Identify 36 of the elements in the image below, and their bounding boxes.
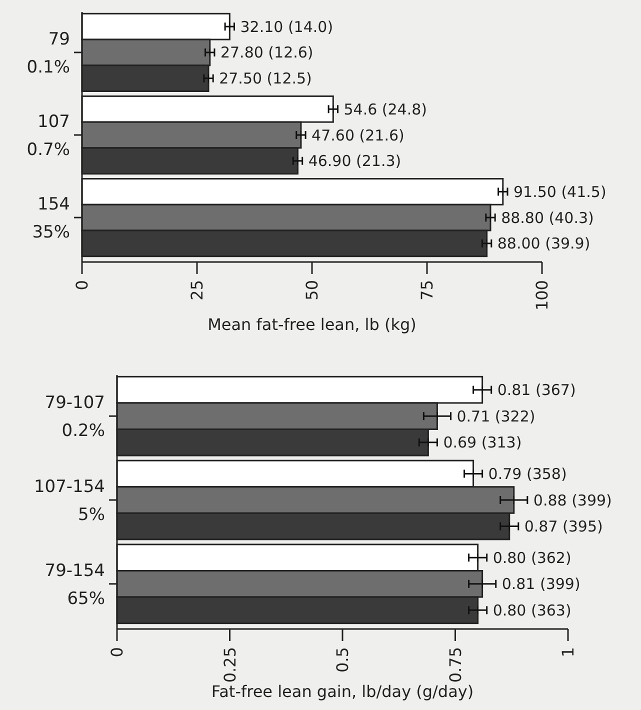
y-tick-label: 154 35% [32,194,70,243]
data-label: 47.60 (21.6) [312,126,404,144]
x-tick-label: 0 [108,647,127,658]
data-label: 54.6 (24.8) [344,100,428,118]
data-label: 88.80 (40.3) [501,208,594,227]
data-label: 27.50 (12.5) [219,70,312,88]
data-label: 46.90 (21.3) [308,152,402,170]
y-tick-label: 79-107 0.2% [44,393,105,442]
x-tick-label: 0.25 [220,647,240,683]
data-label: 32.10 (14.0) [240,18,334,36]
x-tick-label: 1 [558,647,578,658]
y-tick-label: 107 0.7% [26,112,70,160]
data-label: 0.87 (395) [524,518,603,536]
y-tick-label: 79 0.1% [26,29,70,78]
x-axis-title: Mean fat-free lean, lb (kg) [208,315,416,334]
x-tick-label: 0.75 [446,647,465,683]
data-label: 0.81 (367) [497,381,576,400]
data-label: 27.80 (12.6) [220,44,314,62]
x-tick-label: 0 [72,280,92,290]
data-label: 0.81 (399) [502,575,580,594]
data-label: 0.80 (363) [492,601,572,620]
x-tick-label: 100 [532,280,552,311]
x-tick-label: 75 [418,280,437,300]
data-label: 0.71 (322) [456,407,536,426]
x-axis-title: Fat-free lean gain, lb/day (g/day) [211,682,474,701]
x-tick-label: 0.5 [333,647,352,672]
data-label: 0.80 (362) [492,548,572,567]
x-tick-label: 50 [302,280,322,300]
y-tick-label: 79-154 65% [44,560,105,609]
data-label: 88.00 (39.9) [497,234,590,253]
x-tick-label: 25 [188,280,207,300]
data-label: 91.50 (41.5) [514,182,606,201]
data-label: 0.79 (358) [488,464,567,483]
data-label: 0.69 (313) [443,434,522,452]
data-label: 0.88 (399) [533,491,612,510]
y-tick-label: 107-154 5% [34,477,105,525]
